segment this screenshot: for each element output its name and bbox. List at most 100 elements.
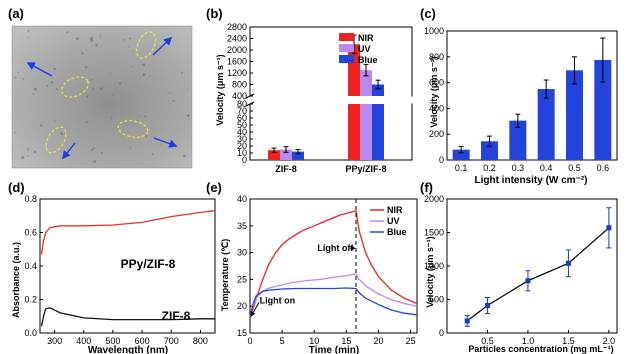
chart-d: Absorbance (a.u.) Wavelength (nm) 300 400… [11, 194, 216, 354]
chart-b-ytick-label: 0 [242, 155, 247, 165]
chart-b-legend-swatch [339, 33, 354, 41]
chart-f-ylabel: Velocity (μm s⁻¹) [425, 236, 435, 307]
micrograph-speck [60, 132, 63, 136]
micrograph-speck [118, 82, 122, 85]
chart-e-legend-label: Blue [387, 227, 407, 237]
particle-ellipse [61, 76, 89, 98]
chart-d-series-label: ZIF-8 [162, 309, 191, 323]
micrograph-speck [168, 92, 171, 94]
micrograph-speck [129, 147, 131, 149]
chart-b-ytick-label: 70 [237, 106, 247, 116]
chart-c-bar [452, 149, 470, 160]
panel-label-b: (b) [206, 6, 223, 21]
micrograph-speck [186, 88, 189, 91]
chart-c-ylabel: Velocity (μm s⁻¹) [429, 56, 439, 127]
chart-f-point [464, 318, 470, 324]
chart-b-ytick-label: 30 [237, 134, 247, 144]
chart-b-axis-break [244, 96, 418, 104]
chart-f-point [565, 260, 571, 266]
chart-f-xtick-label: 1.0 [522, 336, 535, 346]
micrograph-speck [34, 150, 37, 154]
micrograph-speck [22, 78, 25, 80]
micrograph-speck [90, 79, 93, 82]
micrograph-speck [142, 63, 146, 67]
chart-e-ylabel: Temperature (℃) [220, 239, 230, 311]
chart-b-ytick-label: 800 [232, 80, 247, 90]
chart-e-xtick-label: 10 [309, 336, 319, 346]
chart-d-xtick-label: 700 [164, 336, 179, 346]
chart-e-frame [249, 198, 418, 334]
chart-d-ytick-label: 0.2 [24, 295, 37, 305]
chart-e-ytick-label: 35 [237, 221, 247, 231]
chart-b-xtick-label: ZIF-8 [275, 164, 297, 174]
micrograph-speck [14, 76, 17, 79]
micrograph-speck [172, 100, 175, 102]
micrograph-speck [93, 160, 97, 163]
micrograph-speck [54, 120, 56, 122]
micrograph-speck [33, 87, 37, 91]
micrograph-speck [142, 73, 146, 77]
chart-b-bar [292, 151, 304, 160]
chart-b-bar [280, 149, 292, 160]
direction-arrow [153, 137, 178, 148]
chart-e: Temperature (℃) Time (min) 0 5 10 15 20 25 15 2… [220, 194, 418, 354]
chart-b-ytick-label: 20 [237, 141, 247, 151]
chart-e-series-line [249, 210, 418, 318]
chart-b-bar [268, 150, 280, 160]
chart-d-series-line [40, 210, 216, 255]
chart-f-point [606, 225, 612, 231]
chart-c-ytick-label: 600 [429, 78, 444, 88]
chart-b-ylabel: Velocity (μm s⁻¹) [215, 54, 225, 125]
micrograph-speck [186, 114, 190, 117]
panel-label-c: (c) [420, 6, 436, 21]
chart-c: Velocity (μm s⁻¹) Light intensity (W cm⁻… [424, 26, 618, 186]
chart-d-ytick-label: 0.8 [24, 194, 37, 204]
chart-b-legend-label: NIR [358, 33, 374, 43]
chart-b-bar [348, 104, 360, 160]
micrograph-speck [159, 143, 161, 145]
chart-d-xtick-label: 600 [135, 336, 150, 346]
chart-e-legend-label: UV [387, 216, 400, 226]
micrograph-speck [122, 39, 125, 41]
chart-c-bar [509, 120, 527, 160]
micrograph-image [11, 25, 193, 169]
chart-c-xtick-label: 0.2 [483, 163, 496, 173]
micrograph-speck [90, 148, 94, 151]
chart-b-ytick-label: 2800 [227, 22, 247, 32]
chart-f-xtick-label: 2.0 [603, 336, 616, 346]
micrograph-speck [99, 87, 103, 90]
chart-d-xtick-label: 400 [76, 336, 91, 346]
micrograph-speck [110, 117, 113, 119]
micrograph-speck [92, 87, 95, 90]
chart-e-xtick-label: 15 [341, 336, 351, 346]
micrograph-speck [106, 71, 108, 72]
direction-arrow [61, 142, 76, 160]
chart-d-xlabel: Wavelength (nm) [88, 345, 168, 354]
chart-b-ytick-label: 1200 [227, 68, 247, 78]
chart-d-series-label: PPy/ZIF-8 [121, 257, 176, 271]
chart-f-frame [446, 198, 618, 334]
chart-b-bar [372, 104, 384, 160]
chart-e-xtick-label: 0 [247, 336, 252, 346]
micrograph-speck [81, 52, 84, 55]
micrograph-speck [132, 50, 134, 52]
micrograph-specks [14, 29, 190, 163]
chart-e-xtick-label: 25 [406, 336, 416, 346]
chart-c-bar [594, 60, 612, 160]
panel-label-e: (e) [206, 180, 222, 195]
chart-e-ytick-label: 20 [237, 301, 247, 311]
chart-e-series-line [249, 287, 418, 318]
micrograph-speck [159, 50, 161, 52]
chart-e-annotation: Light off [317, 243, 354, 253]
chart-c-xlabel: Light intensity (W cm⁻²) [474, 175, 587, 186]
chart-c-xtick-label: 0.3 [512, 163, 525, 173]
chart-c-ytick-label: 800 [429, 52, 444, 62]
chart-f-ytick-label: 2000 [424, 194, 444, 204]
panel-label-a: (a) [8, 6, 24, 21]
chart-f-ytick-label: 1000 [424, 261, 444, 271]
chart-c-ytick-label: 200 [429, 129, 444, 139]
chart-e-ytick-label: 30 [237, 248, 247, 258]
micrograph-speck [183, 154, 186, 158]
chart-b-legend-swatch [339, 44, 354, 52]
